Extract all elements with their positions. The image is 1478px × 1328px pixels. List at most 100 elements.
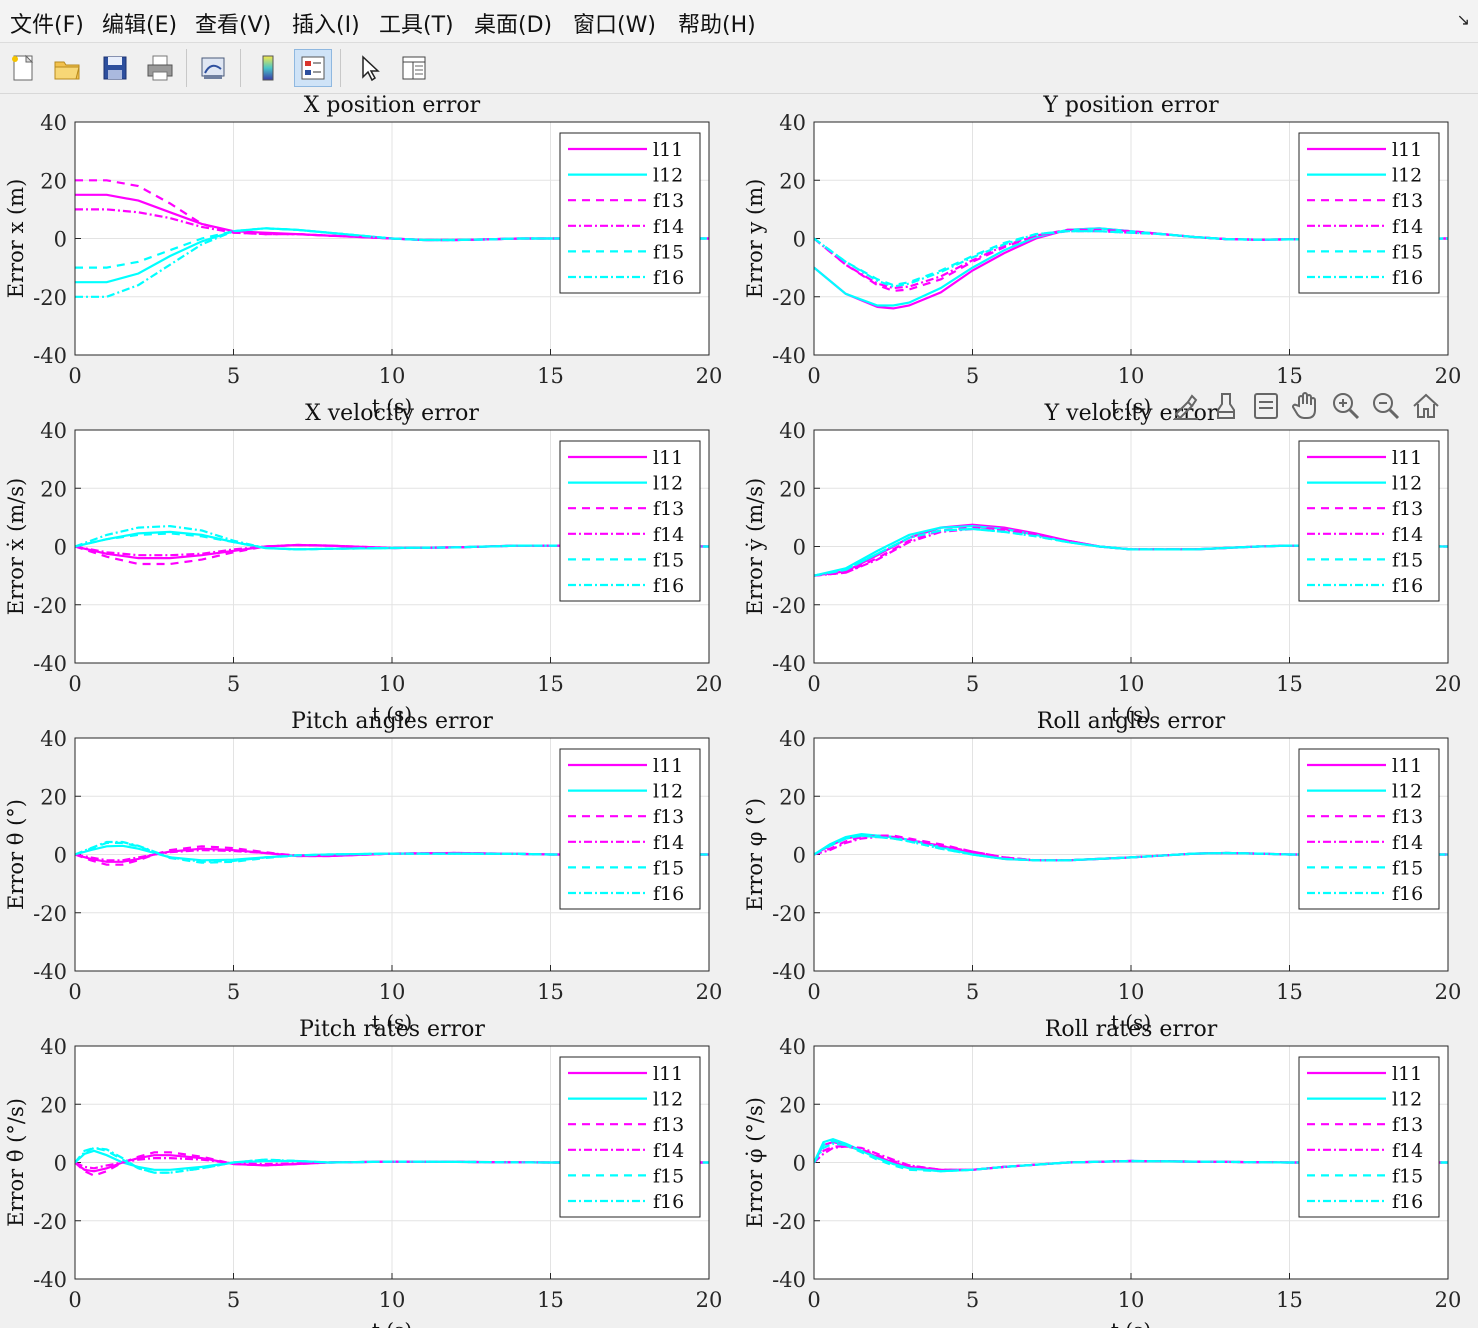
legend: l11 l12 f13 f14 f15 f16: [1298, 748, 1440, 910]
print-icon[interactable]: [141, 49, 179, 87]
figure-toolbar: [0, 43, 1478, 94]
x-tick-label: 0: [807, 364, 820, 388]
axes-title: Pitch angles error: [291, 709, 493, 734]
edit-plot-pointer-icon[interactable]: [350, 49, 388, 87]
menu-window[interactable]: 窗口(W): [573, 13, 656, 38]
x-tick-label: 5: [966, 364, 979, 388]
series-line-f16: [75, 524, 709, 551]
axes-box: [813, 429, 1449, 664]
series-line-f16: [814, 230, 1448, 288]
y-tick-label: -20: [33, 1210, 67, 1234]
x-tick-label: 0: [807, 1288, 820, 1312]
data-tips-icon[interactable]: [1208, 388, 1244, 424]
home-icon[interactable]: [1408, 388, 1444, 424]
legend: l11 l12 f13 f14 f15 f16: [559, 440, 701, 602]
legend-box: [1298, 132, 1440, 294]
restore-view-icon[interactable]: [1248, 388, 1284, 424]
menu-view[interactable]: 查看(V): [195, 13, 272, 38]
property-inspector-icon[interactable]: [395, 49, 433, 87]
legend-label-l11: l11: [653, 755, 683, 777]
menu-file[interactable]: 文件(F): [10, 13, 84, 38]
x-tick-label: 15: [537, 980, 564, 1004]
legend-label-l11: l11: [1392, 1063, 1422, 1085]
brush-data-icon[interactable]: [1168, 388, 1204, 424]
x-tick-label: 15: [1276, 672, 1303, 696]
x-tick-label: 10: [379, 980, 406, 1004]
menu-insert[interactable]: 插入(I): [292, 13, 360, 38]
legend-label-f15: f15: [653, 549, 684, 571]
legend-label-l11: l11: [653, 1063, 683, 1085]
y-tick-label: 0: [54, 844, 67, 868]
y-axis-label: Error φ (°): [743, 798, 767, 911]
y-tick-label: -20: [772, 1210, 806, 1234]
legend-label-f15: f15: [653, 241, 684, 263]
legend-label-f14: f14: [1392, 1140, 1423, 1162]
zoom-out-icon[interactable]: [1368, 388, 1404, 424]
y-tick-label: 20: [40, 169, 67, 193]
y-tick-label: -20: [772, 902, 806, 926]
axes-toolbar: [1168, 388, 1444, 428]
legend-label-f13: f13: [653, 190, 684, 212]
y-tick-label: -20: [33, 902, 67, 926]
legend-label-f16: f16: [653, 575, 684, 597]
x-tick-label: 10: [379, 364, 406, 388]
legend: l11 l12 f13 f14 f15 f16: [1298, 440, 1440, 602]
new-figure-icon[interactable]: [4, 49, 42, 87]
legend-label-l11: l11: [1392, 755, 1422, 777]
legend-box: [559, 440, 701, 602]
x-axis-label: t (s): [372, 1010, 412, 1034]
legend-label-f16: f16: [653, 267, 684, 289]
y-tick-label: 0: [793, 228, 806, 252]
x-axis-label: t (s): [1111, 1010, 1151, 1034]
menu-desktop[interactable]: 桌面(D): [474, 13, 553, 38]
legend-label-f14: f14: [653, 1140, 684, 1162]
x-tick-label: 5: [227, 980, 240, 1004]
legend-label-f16: f16: [1392, 883, 1423, 905]
x-tick-label: 20: [696, 672, 723, 696]
series-line-f13: [814, 1145, 1448, 1171]
save-icon[interactable]: [96, 49, 134, 87]
x-tick-label: 0: [68, 980, 81, 1004]
axes-5: 0 5 10 15 20 40 20 0 -20 -40 Pitch angles error t (…: [4, 709, 722, 1034]
x-tick-label: 5: [966, 672, 979, 696]
legend-label-f16: f16: [1392, 575, 1423, 597]
legend-label-l11: l11: [1392, 139, 1422, 161]
series-line-f14: [75, 208, 709, 242]
y-tick-label: 0: [793, 844, 806, 868]
axes-box: [813, 737, 1449, 972]
y-tick-label: 0: [54, 228, 67, 252]
legend-icon[interactable]: [294, 49, 332, 87]
legend-box: [559, 1056, 701, 1218]
y-tick-label: 20: [40, 477, 67, 501]
x-tick-label: 0: [807, 980, 820, 1004]
y-tick-label: -40: [772, 344, 806, 368]
dock-arrow-icon[interactable]: ↘: [1456, 12, 1470, 29]
x-tick-label: 15: [537, 364, 564, 388]
axes-7: 0 5 10 15 20 40 20 0 -20 -40 Pitch rates error t (s…: [4, 1017, 722, 1328]
axes-title: Roll rates error: [1045, 1017, 1218, 1042]
y-tick-label: 20: [779, 785, 806, 809]
legend-box: [1298, 748, 1440, 910]
x-tick-label: 10: [1118, 672, 1145, 696]
zoom-in-icon[interactable]: [1328, 388, 1364, 424]
legend-label-l12: l12: [1392, 781, 1422, 803]
link-plot-icon[interactable]: [194, 49, 232, 87]
menu-tools[interactable]: 工具(T): [379, 13, 454, 38]
legend-label-f16: f16: [653, 883, 684, 905]
y-tick-label: 40: [40, 111, 67, 135]
legend-label-l12: l12: [653, 1089, 683, 1111]
legend-label-f15: f15: [1392, 1165, 1423, 1187]
menu-help[interactable]: 帮助(H): [678, 13, 756, 38]
colorbar-icon[interactable]: [249, 49, 287, 87]
pan-hand-icon[interactable]: [1288, 388, 1324, 424]
x-tick-label: 10: [379, 672, 406, 696]
legend-label-f13: f13: [1392, 1114, 1423, 1136]
open-file-icon[interactable]: [48, 49, 86, 87]
menu-edit[interactable]: 编辑(E): [102, 13, 178, 38]
y-tick-label: -40: [33, 344, 67, 368]
legend-label-f14: f14: [653, 524, 684, 546]
legend-box: [1298, 440, 1440, 602]
y-tick-label: -40: [772, 652, 806, 676]
y-tick-label: 40: [779, 727, 806, 751]
legend-label-f13: f13: [1392, 498, 1423, 520]
